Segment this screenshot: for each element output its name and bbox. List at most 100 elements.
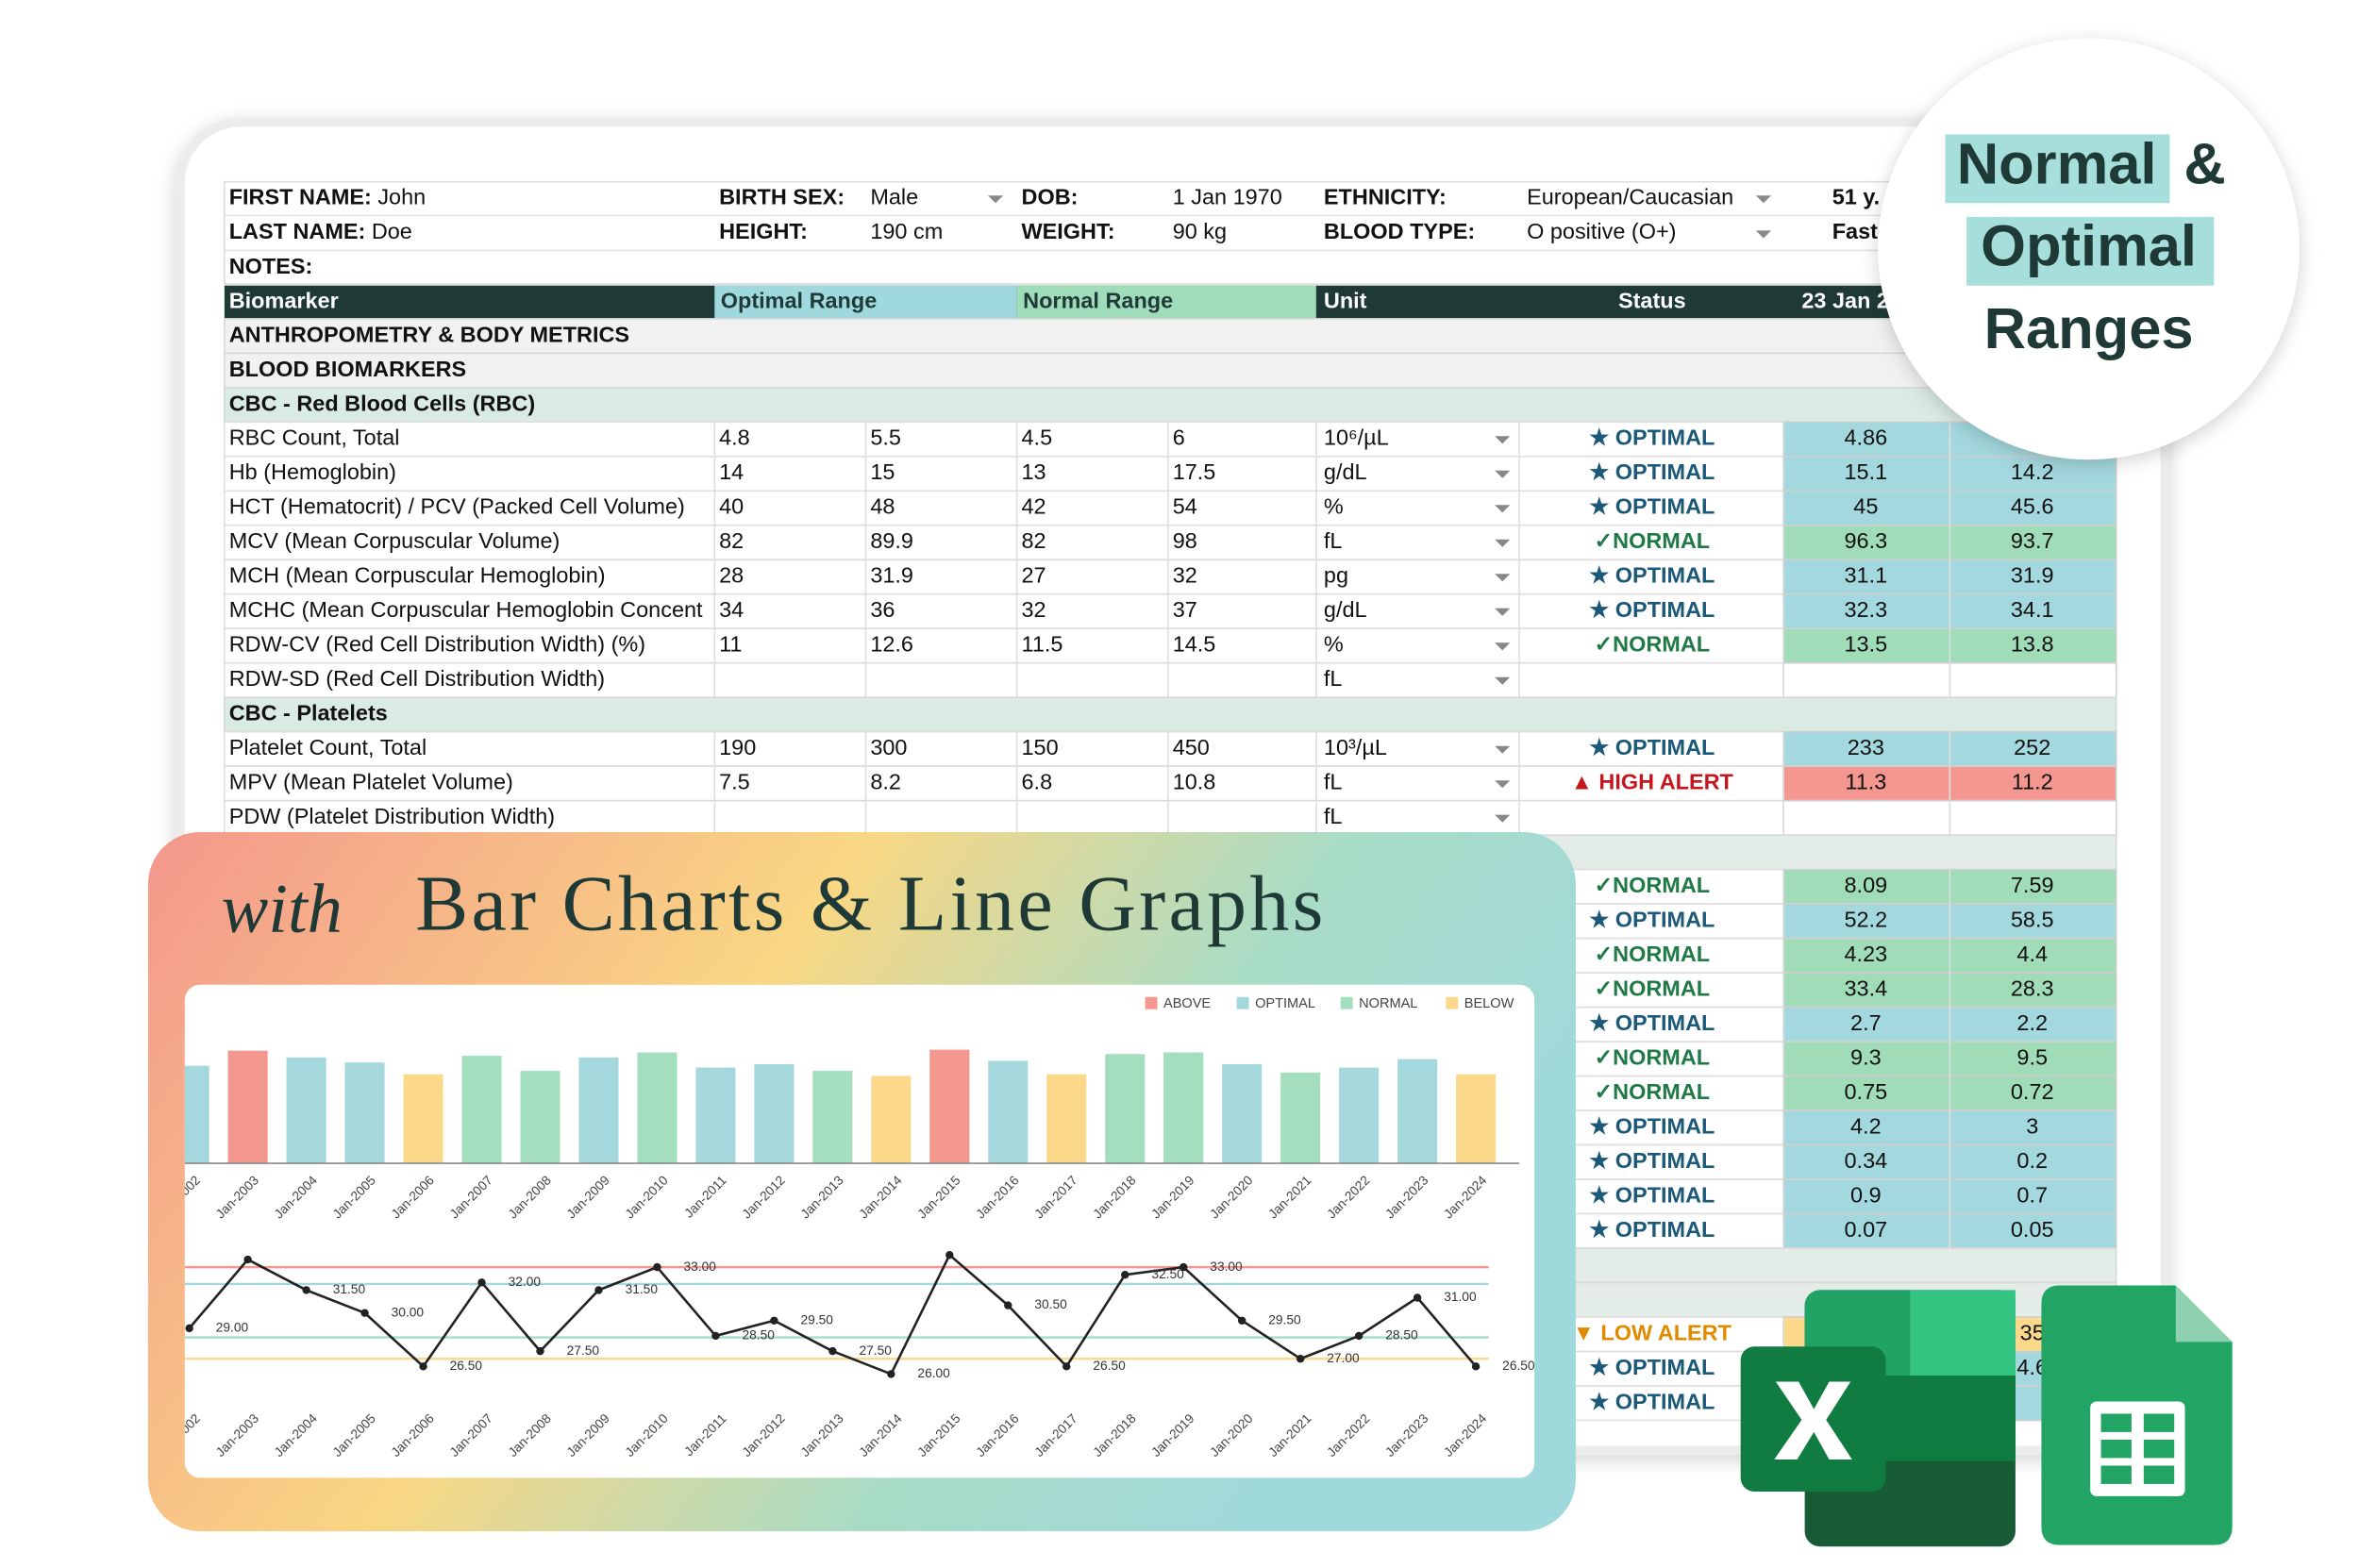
dropdown-arrow xyxy=(1495,608,1511,616)
excel-icon xyxy=(1740,1290,2016,1547)
column-header: Status xyxy=(1618,289,1686,313)
bar xyxy=(184,1065,209,1164)
result-value: 233 xyxy=(1848,735,1884,759)
bar xyxy=(227,1050,268,1164)
bar xyxy=(1456,1074,1497,1164)
field-value: O positive (O+) xyxy=(1527,219,1676,243)
result-cell xyxy=(1782,559,1951,595)
data-label: 28.50 xyxy=(1385,1328,1418,1343)
normal-range: 150 xyxy=(1022,735,1059,759)
result-value: 33.4 xyxy=(1845,976,1888,1001)
legend-swatch xyxy=(1446,996,1459,1009)
result-value: 45.6 xyxy=(2011,494,2054,519)
dropdown-arrow xyxy=(1755,195,1772,204)
field-label: LAST NAME: xyxy=(229,219,366,243)
point xyxy=(419,1362,427,1371)
result-value: 58.5 xyxy=(2011,908,2054,932)
bar xyxy=(403,1074,443,1164)
field-value: 190 cm xyxy=(870,219,943,243)
data-label: 32.00 xyxy=(509,1275,542,1289)
point xyxy=(887,1370,895,1378)
point xyxy=(770,1316,778,1325)
bar xyxy=(1339,1067,1380,1164)
dropdown-arrow xyxy=(1495,745,1511,754)
bar xyxy=(1163,1052,1204,1164)
point xyxy=(594,1286,603,1294)
section-band xyxy=(224,696,2117,733)
data-label: 29.50 xyxy=(1268,1312,1301,1326)
status: ★ OPTIMAL xyxy=(1589,1114,1715,1139)
result-cell xyxy=(1949,1109,2117,1146)
point xyxy=(1121,1271,1129,1279)
dropdown-arrow xyxy=(1495,676,1511,685)
data-label: 26.00 xyxy=(917,1366,950,1380)
point xyxy=(828,1346,837,1356)
status: ✓NORMAL xyxy=(1595,632,1711,657)
normal-range: 32 xyxy=(1022,597,1046,622)
status: ▼ LOW ALERT xyxy=(1573,1320,1732,1344)
result-cell xyxy=(1782,799,1951,836)
result-value: 3 xyxy=(2026,1114,2038,1139)
result-cell xyxy=(1949,1178,2117,1215)
header-block xyxy=(224,180,2117,285)
result-cell xyxy=(1949,1041,2117,1077)
status: ★ OPTIMAL xyxy=(1589,597,1715,622)
optimal-range: 11 xyxy=(719,632,742,657)
data-label: 31.50 xyxy=(333,1282,366,1296)
icon-part xyxy=(2143,1413,2175,1432)
optimal-range: 5.5 xyxy=(870,425,901,450)
result-cell xyxy=(1949,765,2117,802)
normal-range: 37 xyxy=(1173,597,1197,622)
result-value: 0.7 xyxy=(2016,1183,2048,1208)
result-cell xyxy=(1949,903,2117,940)
result-value: 28.3 xyxy=(2011,976,2054,1001)
dropdown-arrow xyxy=(1495,539,1511,547)
icon-part xyxy=(1774,1381,1852,1460)
optimal-range: 4.8 xyxy=(719,425,750,450)
bar xyxy=(637,1052,678,1164)
normal-range: 4.5 xyxy=(1022,425,1053,450)
result-cell xyxy=(1782,765,1951,802)
optimal-range: 40 xyxy=(719,494,744,519)
column-header: Optimal Range xyxy=(721,289,878,313)
section-title: CBC - Red Blood Cells (RBC) xyxy=(229,391,535,415)
optimal-range: 31.9 xyxy=(870,563,913,588)
result-cell xyxy=(1949,455,2117,492)
bar xyxy=(461,1056,502,1164)
bar xyxy=(520,1071,560,1164)
legend-label: ABOVE xyxy=(1163,996,1211,1011)
column-header: 23 Jan 2 xyxy=(1801,289,1889,313)
biomarker-name: MCV (Mean Corpuscular Volume) xyxy=(229,528,560,553)
data-label: 30.50 xyxy=(1034,1297,1067,1311)
normal-range: 13 xyxy=(1022,459,1046,484)
optimal-range: 12.6 xyxy=(870,632,913,657)
bar xyxy=(1280,1072,1321,1164)
legend-swatch xyxy=(1236,996,1249,1009)
status: ✓NORMAL xyxy=(1595,1045,1711,1070)
legend-label: BELOW xyxy=(1464,996,1514,1011)
point xyxy=(711,1331,720,1341)
legend-swatch xyxy=(1145,996,1158,1009)
banner-title: Bar Charts & Line Graphs xyxy=(415,859,1326,947)
unit: % xyxy=(1324,632,1344,657)
result-value: 4.23 xyxy=(1845,942,1888,966)
dropdown-arrow xyxy=(1495,436,1511,444)
biomarker-name: MCH (Mean Corpuscular Hemoglobin) xyxy=(229,563,606,588)
field-value: 1 Jan 1970 xyxy=(1173,185,1282,209)
bar xyxy=(1222,1063,1263,1164)
unit: fL xyxy=(1324,666,1343,691)
normal-range: 54 xyxy=(1173,494,1197,519)
field-label: HEIGHT: xyxy=(719,219,808,243)
result-value: 4.86 xyxy=(1845,425,1888,450)
field-value: Male xyxy=(870,185,918,209)
result-cell xyxy=(1782,1006,1951,1043)
normal-range: 6 xyxy=(1173,425,1185,450)
result-value: 52.2 xyxy=(1845,908,1888,932)
field-value: Doe xyxy=(372,219,412,243)
result-cell xyxy=(1782,1212,1951,1249)
chart-panel xyxy=(184,984,1535,1478)
point xyxy=(302,1286,310,1294)
icon-part xyxy=(1910,1290,2016,1376)
